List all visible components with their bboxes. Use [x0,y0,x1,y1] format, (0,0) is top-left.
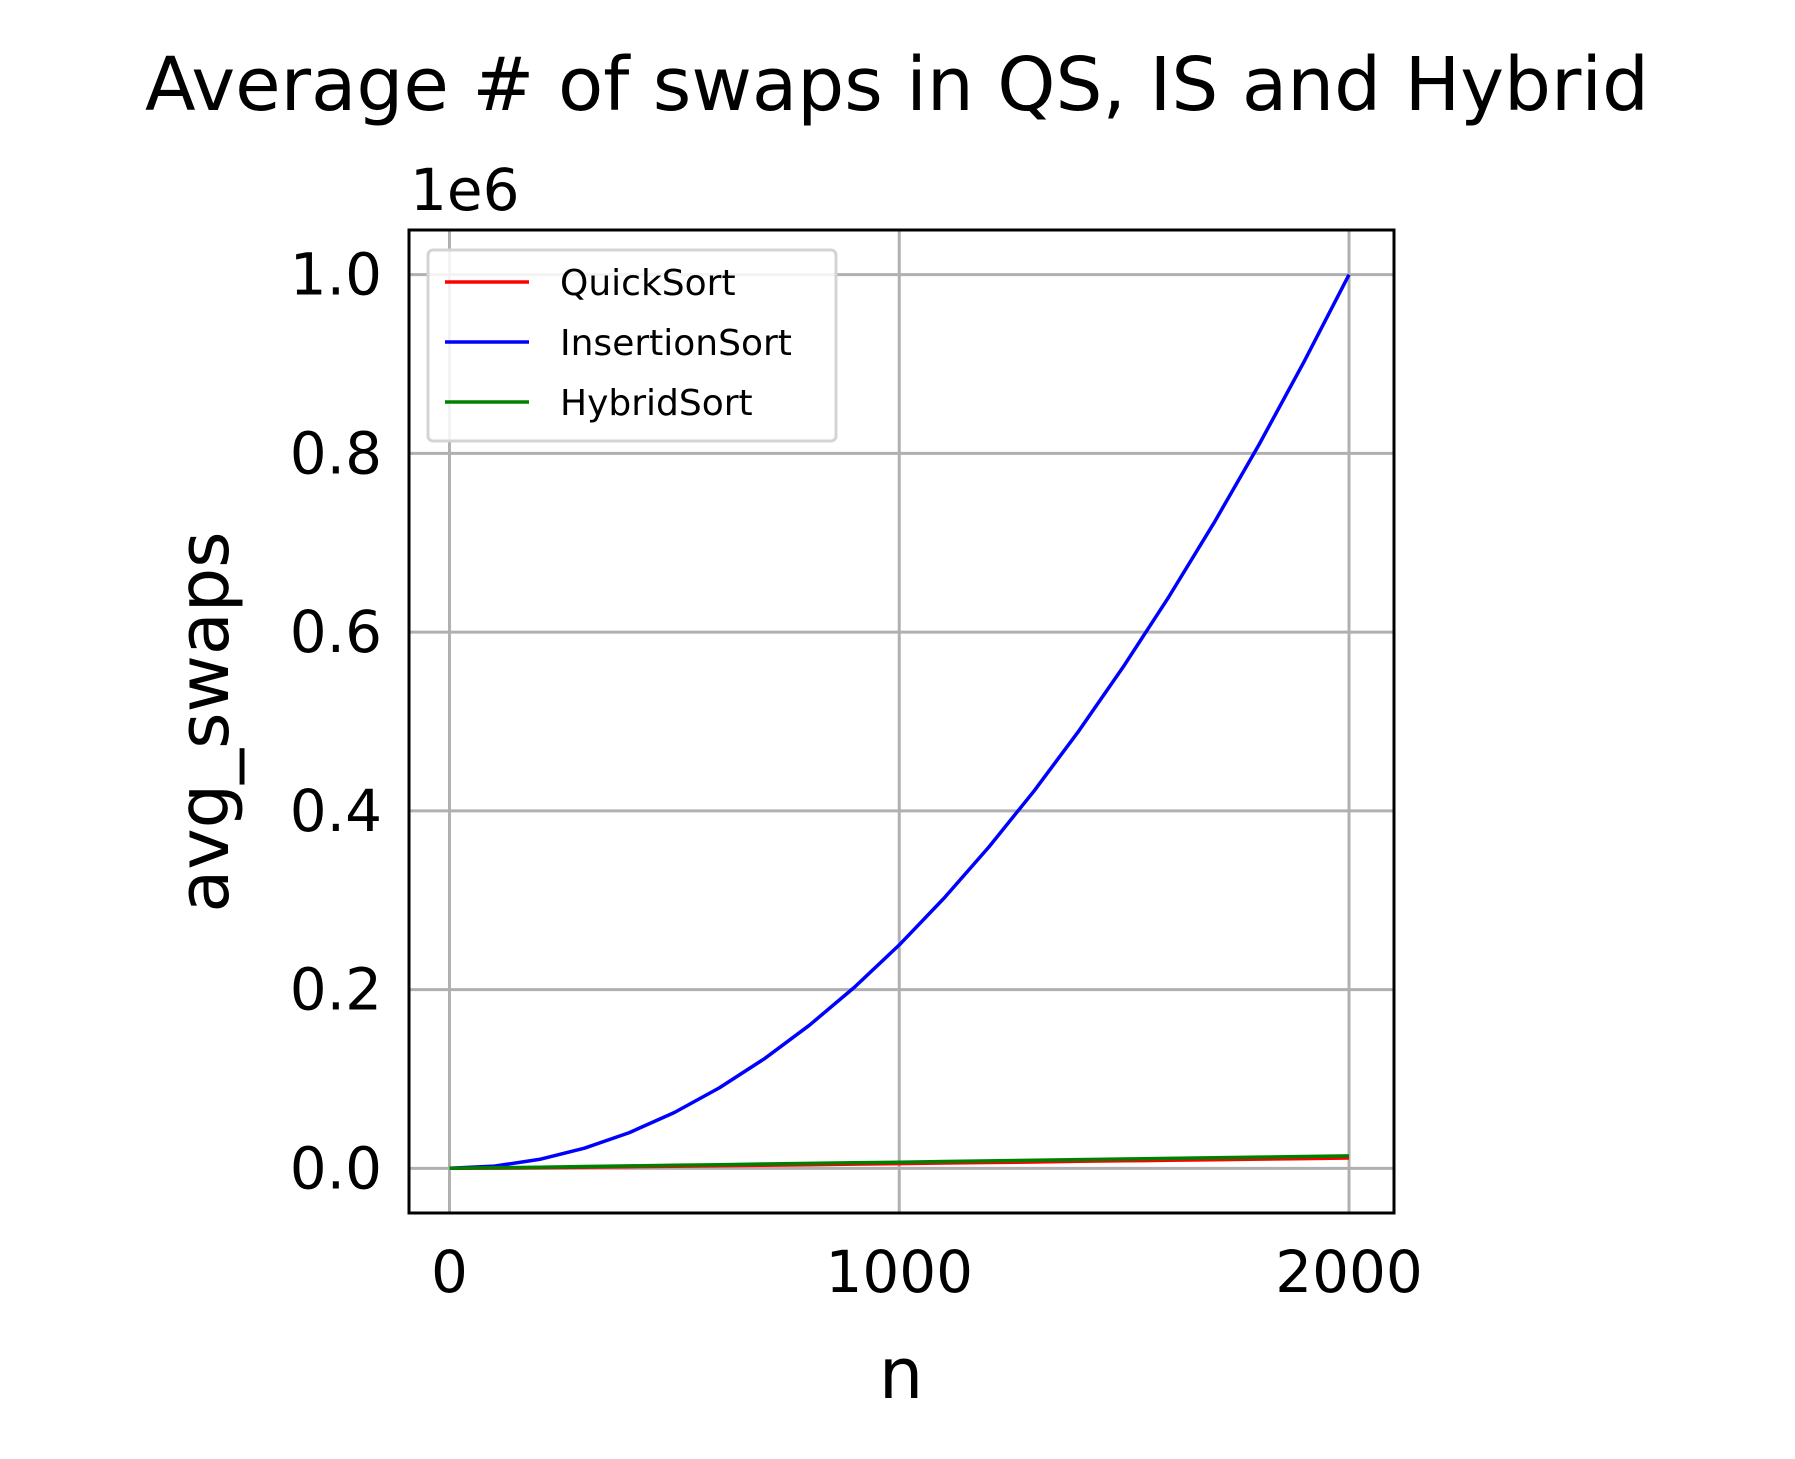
chart-title: Average # of swaps in QS, IS and Hybrid [145,42,1649,128]
y-tick-label: 0.0 [290,1134,382,1202]
axis-ticks: 0 1000 2000 0.0 0.2 0.4 0.6 0.8 1.0 [290,241,1423,1306]
legend-label: InsertionSort [560,323,792,364]
y-tick-label: 0.8 [290,419,382,487]
y-offset-label: 1e6 [410,156,520,224]
series-line-hybridsort [449,1154,1350,1171]
series-line-insertionsort [449,273,1351,1171]
plot-frame [407,228,1396,1215]
y-tick-label: 1.0 [290,241,382,309]
x-tick-label: 2000 [1275,1238,1423,1306]
x-tick-label: 1000 [825,1238,973,1306]
legend: QuickSort InsertionSort HybridSort [426,248,838,443]
legend-box [426,248,838,443]
y-tick-label: 0.2 [290,956,382,1024]
x-tick-label: 0 [431,1238,468,1306]
legend-label: QuickSort [560,263,736,304]
y-tick-label: 0.4 [290,777,382,845]
y-axis-label: avg_swaps [163,531,245,912]
series-lines [449,273,1351,1171]
y-tick-label: 0.6 [290,598,382,666]
x-axis-label: n [879,1333,923,1415]
legend-label: HybridSort [560,383,753,424]
